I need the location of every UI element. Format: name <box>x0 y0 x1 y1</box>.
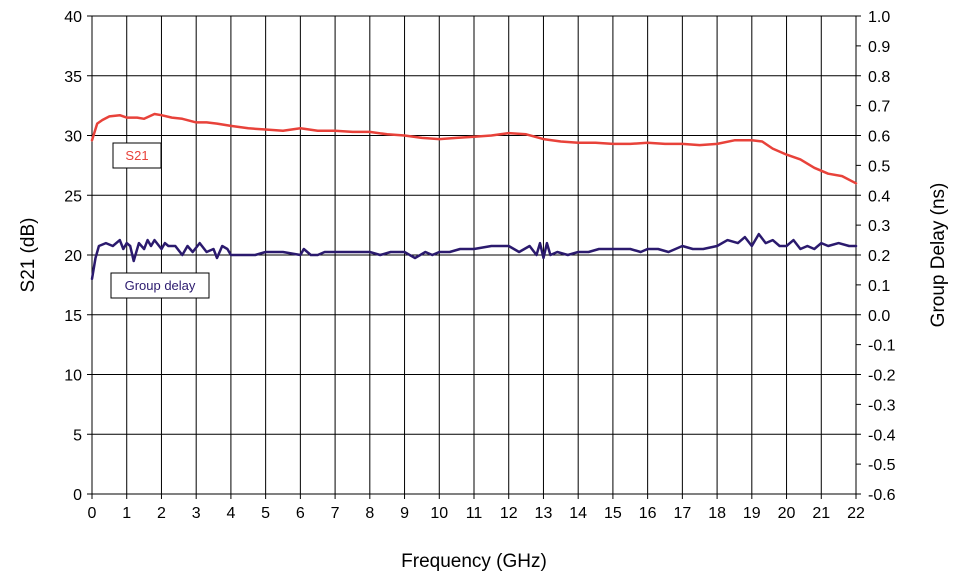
y-left-tick-label: 35 <box>64 69 82 86</box>
y-right-tick-label: 0.4 <box>868 188 890 205</box>
y-right-tick-label: 0.2 <box>868 248 890 265</box>
y-right-tick-label: -0.3 <box>868 397 896 414</box>
group-delay-line <box>90 232 858 281</box>
x-tick-label: 8 <box>365 505 374 522</box>
y-right-tick-label: 0.7 <box>868 99 890 116</box>
y-left-tick-label: 15 <box>64 308 82 325</box>
x-tick-label: 22 <box>847 505 865 522</box>
x-tick-label: 9 <box>400 505 409 522</box>
y-right-tick-label: -0.1 <box>868 338 896 355</box>
y-right-tick-label: 0.8 <box>868 69 890 86</box>
y-left-tick-labels: 0 5 10 15 20 25 30 35 40 <box>64 9 82 504</box>
s21-legend-box: S21 <box>112 142 162 169</box>
y-right-tick-label: 0.1 <box>868 278 890 295</box>
x-tick-label: 17 <box>673 505 691 522</box>
y-left-axis-title: S21 (dB) <box>18 218 39 293</box>
x-tick-label: 2 <box>157 505 166 522</box>
s21-legend-label: S21 <box>125 148 148 163</box>
y-right-axis-title: Group Delay (ns) <box>928 183 949 328</box>
y-left-tick-label: 30 <box>64 129 82 146</box>
x-tick-labels: 0 1 2 3 4 5 6 7 8 9 10 11 12 13 14 15 16 17 18 19 20 21 22 <box>88 505 865 522</box>
x-axis-title: Frequency (GHz) <box>401 551 547 572</box>
x-tick-label: 10 <box>430 505 448 522</box>
y-right-tick-label: -0.5 <box>868 457 896 474</box>
y-right-tick-label: 0.5 <box>868 158 890 175</box>
x-tick-label: 21 <box>812 505 830 522</box>
y-right-tick-label: 0.6 <box>868 129 890 146</box>
y-left-tick-label: 40 <box>64 9 82 26</box>
y-left-tick-label: 20 <box>64 248 82 265</box>
x-tick-label: 15 <box>604 505 622 522</box>
x-tick-label: 7 <box>331 505 340 522</box>
x-tick-label: 6 <box>296 505 305 522</box>
x-tick-label: 18 <box>708 505 726 522</box>
y-right-tick-label: -0.2 <box>868 368 896 385</box>
x-tick-label: 14 <box>569 505 587 522</box>
x-tick-label: 20 <box>778 505 796 522</box>
y-left-tick-label: 0 <box>73 487 82 504</box>
gridlines <box>87 15 861 499</box>
x-tick-label: 13 <box>535 505 553 522</box>
y-left-tick-label: 10 <box>64 368 82 385</box>
series-lines <box>90 112 858 281</box>
x-tick-label: 5 <box>261 505 270 522</box>
x-tick-label: 0 <box>88 505 97 522</box>
y-right-tick-label: 0.0 <box>868 308 890 325</box>
y-right-tick-label: 0.9 <box>868 39 890 56</box>
y-left-tick-label: 25 <box>64 188 82 205</box>
y-right-tick-labels: -0.6 -0.5 -0.4 -0.3 -0.2 -0.1 0.0 0.1 0.2 0.3 0.4 0… <box>868 9 896 504</box>
x-tick-label: 12 <box>500 505 518 522</box>
s21-line <box>90 112 858 185</box>
x-tick-label: 16 <box>639 505 657 522</box>
x-tick-label: 4 <box>226 505 235 522</box>
x-tick-label: 3 <box>192 505 201 522</box>
y-right-tick-label: -0.6 <box>868 487 896 504</box>
y-left-tick-label: 5 <box>73 427 82 444</box>
group-delay-legend-box: Group delay <box>110 272 210 299</box>
group-delay-legend-label: Group delay <box>125 278 196 293</box>
x-tick-label: 11 <box>466 505 483 522</box>
y-right-tick-label: -0.4 <box>868 427 896 444</box>
y-right-tick-label: 0.3 <box>868 218 890 235</box>
x-tick-label: 19 <box>743 505 761 522</box>
y-right-tick-label: 1.0 <box>868 9 890 26</box>
x-tick-label: 1 <box>122 505 131 522</box>
